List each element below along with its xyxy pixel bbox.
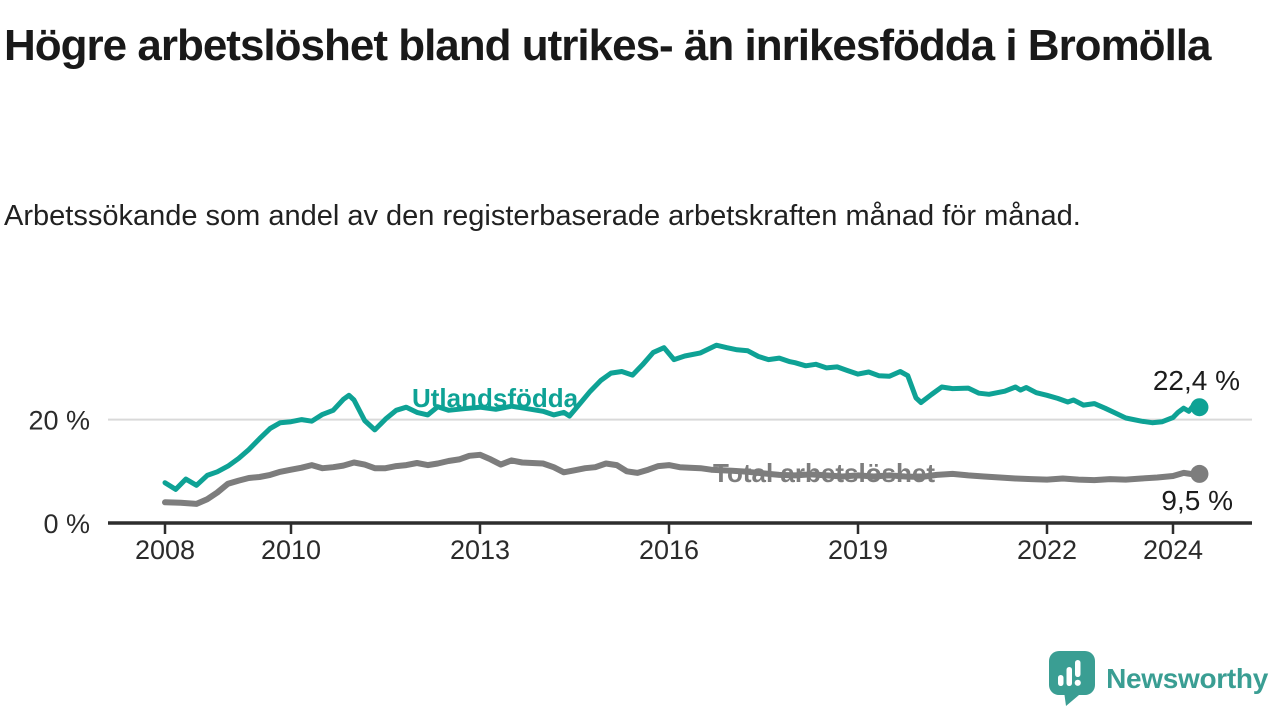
y-tick-label-0pct: 0 % <box>43 509 90 539</box>
series-line-total <box>162 451 1203 507</box>
x-tick-label-2019: 2019 <box>828 535 888 565</box>
series-line-utlandsfodda <box>162 342 1202 492</box>
newsworthy-logo: Newsworthy <box>1049 650 1268 708</box>
x-tick-label-2008: 2008 <box>135 535 195 565</box>
x-tick-label-2013: 2013 <box>450 535 510 565</box>
series-label-utlandsfodda: Utlandsfödda <box>412 383 579 413</box>
value-label-total: 9,5 % <box>1161 485 1233 516</box>
newsworthy-brand-text: Newsworthy <box>1106 663 1268 694</box>
end-dot-total <box>1190 464 1209 483</box>
bar-small <box>1058 675 1064 686</box>
series-label-total: Total arbetslöshet <box>713 458 935 488</box>
exclamation-dot <box>1074 679 1081 686</box>
x-tick-label-2010: 2010 <box>261 535 321 565</box>
y-tick-label-20pct: 20 % <box>28 406 90 436</box>
chart-subtitle: Arbetssökande som andel av den registerb… <box>4 200 1081 232</box>
x-tick-label-2024: 2024 <box>1143 535 1203 565</box>
bar-tall <box>1066 667 1073 686</box>
x-tick-label-2016: 2016 <box>639 535 699 565</box>
value-label-utlandsfodda: 22,4 % <box>1153 365 1240 396</box>
exclamation-bar <box>1075 660 1081 677</box>
end-dot-utlandsfodda <box>1190 398 1209 417</box>
x-tick-label-2022: 2022 <box>1017 535 1077 565</box>
newsworthy-logo-icon <box>1049 651 1096 706</box>
chart-title: Högre arbetslöshet bland utrikes- än inr… <box>4 21 1211 70</box>
